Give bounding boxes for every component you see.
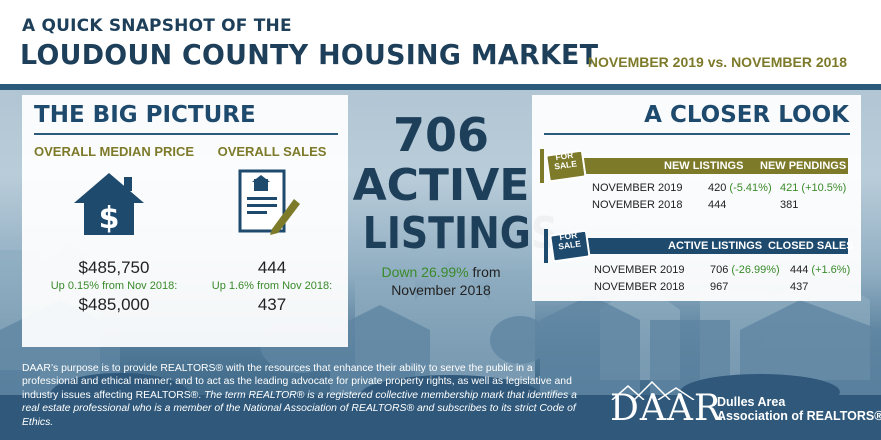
active-listings-period: November 2018 bbox=[391, 282, 491, 298]
sales-label: OVERALL SALES bbox=[217, 144, 327, 159]
g1-row1-new-listings-value: 420 (-5.41%) bbox=[708, 182, 772, 194]
new-listings-header: NEW LISTINGS bbox=[664, 160, 744, 172]
active-listings-header: ACTIVE LISTINGS bbox=[668, 240, 763, 252]
g2-row1-closed-sales-value: 444 (+1.6%) bbox=[790, 264, 851, 276]
g1-row2-new-listings: 444 bbox=[708, 199, 727, 211]
new-pendings-header: NEW PENDINGS bbox=[760, 160, 847, 172]
house-dollar-icon: $ bbox=[74, 173, 144, 236]
g2-row2-closed-sales: 437 bbox=[790, 281, 809, 293]
daar-logo-wordmark: DAAR bbox=[610, 388, 722, 429]
header-title: LOUDOUN COUNTY HOUSING MARKET bbox=[20, 38, 599, 71]
daar-logo-rooftops bbox=[611, 380, 695, 400]
footer-disclaimer: DAAR’s purpose is to provide REALTORS® w… bbox=[22, 362, 582, 429]
g2-row1-closed-sales: 444 (+1.6%) bbox=[790, 264, 850, 276]
big-picture-panel: THE BIG PICTURE OVERALL MEDIAN PRICE OVE… bbox=[22, 95, 348, 347]
logo-org-line1: Dulles Area bbox=[717, 395, 786, 409]
g2-row2-active-listings: 967 bbox=[710, 281, 729, 293]
daar-logo-org-name: Dulles Area Association of REALTORS® bbox=[717, 395, 881, 423]
footer-purpose: DAAR’s purpose is to provide REALTORS® w… bbox=[22, 363, 572, 401]
for-sale-sign-icon-2 bbox=[544, 229, 591, 263]
closer-look-panel: A CLOSER LOOK NEW LISTINGS NEW PENDINGS … bbox=[532, 95, 861, 301]
active-listings-word: ACTIVE bbox=[352, 160, 530, 211]
closed-sales-header: CLOSED SALES bbox=[768, 240, 854, 252]
logo-org-line2: Association of REALTORS® bbox=[717, 409, 881, 423]
g2-row1-active-listings-value: 706 (-26.99%) bbox=[710, 264, 780, 276]
closer-look-rule bbox=[544, 133, 850, 135]
header-divider bbox=[0, 84, 881, 90]
g2-row1-active-listings: 706 (-26.99%) bbox=[710, 264, 780, 276]
g1-row2-new-pendings: 381 bbox=[780, 199, 799, 211]
g1-row1-new-pendings: 421 (+10.5%) bbox=[780, 182, 847, 194]
g1-row1-period: NOVEMBER 2019 bbox=[592, 182, 683, 194]
g2-row1-period: NOVEMBER 2019 bbox=[594, 264, 685, 276]
g2-row2-period: NOVEMBER 2018 bbox=[594, 281, 685, 293]
median-price-label: OVERALL MEDIAN PRICE bbox=[34, 144, 195, 159]
g1-row1-new-listings: 420 (-5.41%) bbox=[708, 182, 772, 194]
median-price-previous: $485,000 bbox=[78, 295, 150, 314]
active-listings-change-line: Down 26.99% from bbox=[350, 264, 532, 280]
footer-trademark: The term REALTOR® is a registered collec… bbox=[22, 389, 577, 428]
active-listings-number: 706 bbox=[392, 108, 490, 162]
big-picture-rule bbox=[34, 133, 338, 135]
new-listings-band: NEW LISTINGS NEW PENDINGS bbox=[572, 158, 848, 174]
sales-current: 444 bbox=[257, 258, 287, 277]
active-listings-from: from bbox=[468, 264, 501, 280]
svg-text:$: $ bbox=[99, 201, 120, 236]
g1-row2-period: NOVEMBER 2018 bbox=[592, 199, 683, 211]
sales-change: Up 1.6% from Nov 2018: bbox=[211, 280, 333, 292]
date-range: NOVEMBER 2019 vs. NOVEMBER 2018 bbox=[587, 54, 847, 70]
median-price-current: $485,750 bbox=[78, 258, 150, 277]
listings-word: LISTINGS bbox=[362, 208, 559, 259]
median-price-change: Up 0.15% from Nov 2018: bbox=[50, 280, 178, 292]
active-listings-change: Down 26.99% bbox=[381, 264, 469, 280]
active-listings-band: ACTIVE LISTINGS CLOSED SALES bbox=[572, 238, 854, 254]
for-sale-sign-icon bbox=[540, 149, 587, 183]
big-picture-title: THE BIG PICTURE bbox=[34, 102, 256, 128]
closer-look-title: A CLOSER LOOK bbox=[644, 102, 849, 128]
sales-previous: 437 bbox=[257, 295, 287, 314]
header-subtitle: A QUICK SNAPSHOT OF THE bbox=[22, 16, 292, 36]
header-bar bbox=[0, 0, 881, 84]
contract-document-icon bbox=[238, 169, 300, 235]
